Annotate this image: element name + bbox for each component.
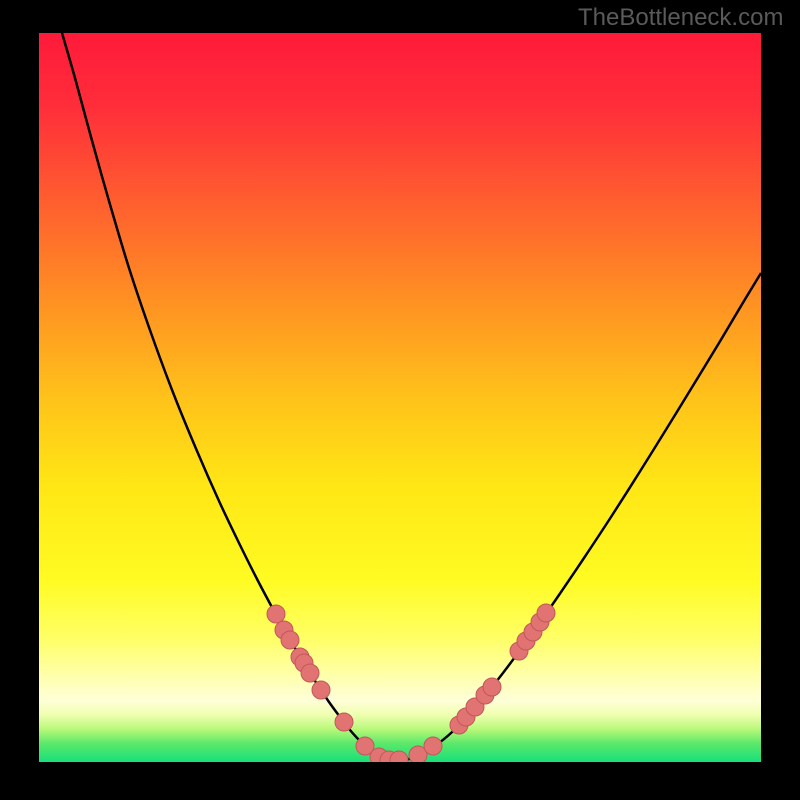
- left-curve: [62, 33, 389, 762]
- right-curve: [389, 273, 761, 762]
- data-marker: [335, 713, 353, 731]
- marker-group: [267, 604, 555, 762]
- data-marker: [424, 737, 442, 755]
- data-marker: [301, 664, 319, 682]
- data-marker: [281, 631, 299, 649]
- chart-curves-layer: [39, 33, 761, 762]
- data-marker: [267, 605, 285, 623]
- chart-plot-area: [39, 33, 761, 762]
- data-marker: [312, 681, 330, 699]
- data-marker: [483, 678, 501, 696]
- watermark-text: TheBottleneck.com: [578, 4, 783, 32]
- data-marker: [537, 604, 555, 622]
